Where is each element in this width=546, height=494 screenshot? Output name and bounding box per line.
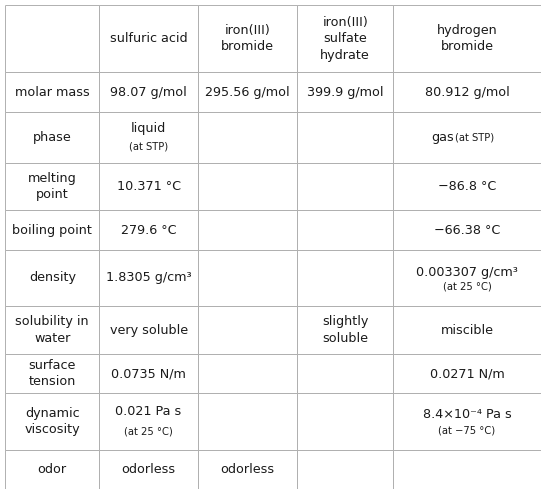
Text: (at 25 °C): (at 25 °C)	[124, 427, 173, 437]
Text: (at 25 °C): (at 25 °C)	[443, 282, 491, 292]
Text: 0.003307 g/cm³: 0.003307 g/cm³	[416, 266, 518, 279]
Text: iron(III)
sulfate
hydrate: iron(III) sulfate hydrate	[321, 16, 370, 62]
Text: 80.912 g/mol: 80.912 g/mol	[425, 85, 509, 99]
Text: very soluble: very soluble	[110, 324, 188, 336]
Text: −66.38 °C: −66.38 °C	[434, 224, 500, 237]
Text: gas: gas	[431, 131, 454, 144]
Text: 0.0735 N/m: 0.0735 N/m	[111, 367, 186, 380]
Text: iron(III)
bromide: iron(III) bromide	[221, 24, 274, 53]
Text: density: density	[29, 272, 76, 285]
Text: 0.0271 N/m: 0.0271 N/m	[430, 367, 505, 380]
Text: −86.8 °C: −86.8 °C	[438, 180, 496, 193]
Text: sulfuric acid: sulfuric acid	[110, 32, 187, 45]
Text: 1.8305 g/cm³: 1.8305 g/cm³	[106, 272, 192, 285]
Text: 0.021 Pa s: 0.021 Pa s	[115, 405, 182, 418]
Text: 10.371 °C: 10.371 °C	[116, 180, 181, 193]
Text: dynamic
viscosity: dynamic viscosity	[25, 407, 80, 436]
Text: 8.4×10⁻⁴ Pa s: 8.4×10⁻⁴ Pa s	[423, 408, 512, 421]
Text: boiling point: boiling point	[13, 224, 92, 237]
Text: liquid: liquid	[131, 122, 166, 134]
Text: slightly
soluble: slightly soluble	[322, 315, 369, 345]
Text: 98.07 g/mol: 98.07 g/mol	[110, 85, 187, 99]
Text: odorless: odorless	[221, 463, 275, 476]
Text: phase: phase	[33, 131, 72, 144]
Text: melting
point: melting point	[28, 172, 76, 201]
Text: 279.6 °C: 279.6 °C	[121, 224, 176, 237]
Text: odorless: odorless	[122, 463, 176, 476]
Text: molar mass: molar mass	[15, 85, 90, 99]
Text: (at STP): (at STP)	[455, 132, 494, 142]
Text: surface
tension: surface tension	[28, 359, 76, 388]
Text: odor: odor	[38, 463, 67, 476]
Text: solubility in
water: solubility in water	[15, 315, 89, 345]
Text: (at −75 °C): (at −75 °C)	[438, 425, 496, 436]
Text: hydrogen
bromide: hydrogen bromide	[437, 24, 497, 53]
Text: 295.56 g/mol: 295.56 g/mol	[205, 85, 290, 99]
Text: 399.9 g/mol: 399.9 g/mol	[307, 85, 383, 99]
Text: (at STP): (at STP)	[129, 141, 168, 151]
Text: miscible: miscible	[441, 324, 494, 336]
